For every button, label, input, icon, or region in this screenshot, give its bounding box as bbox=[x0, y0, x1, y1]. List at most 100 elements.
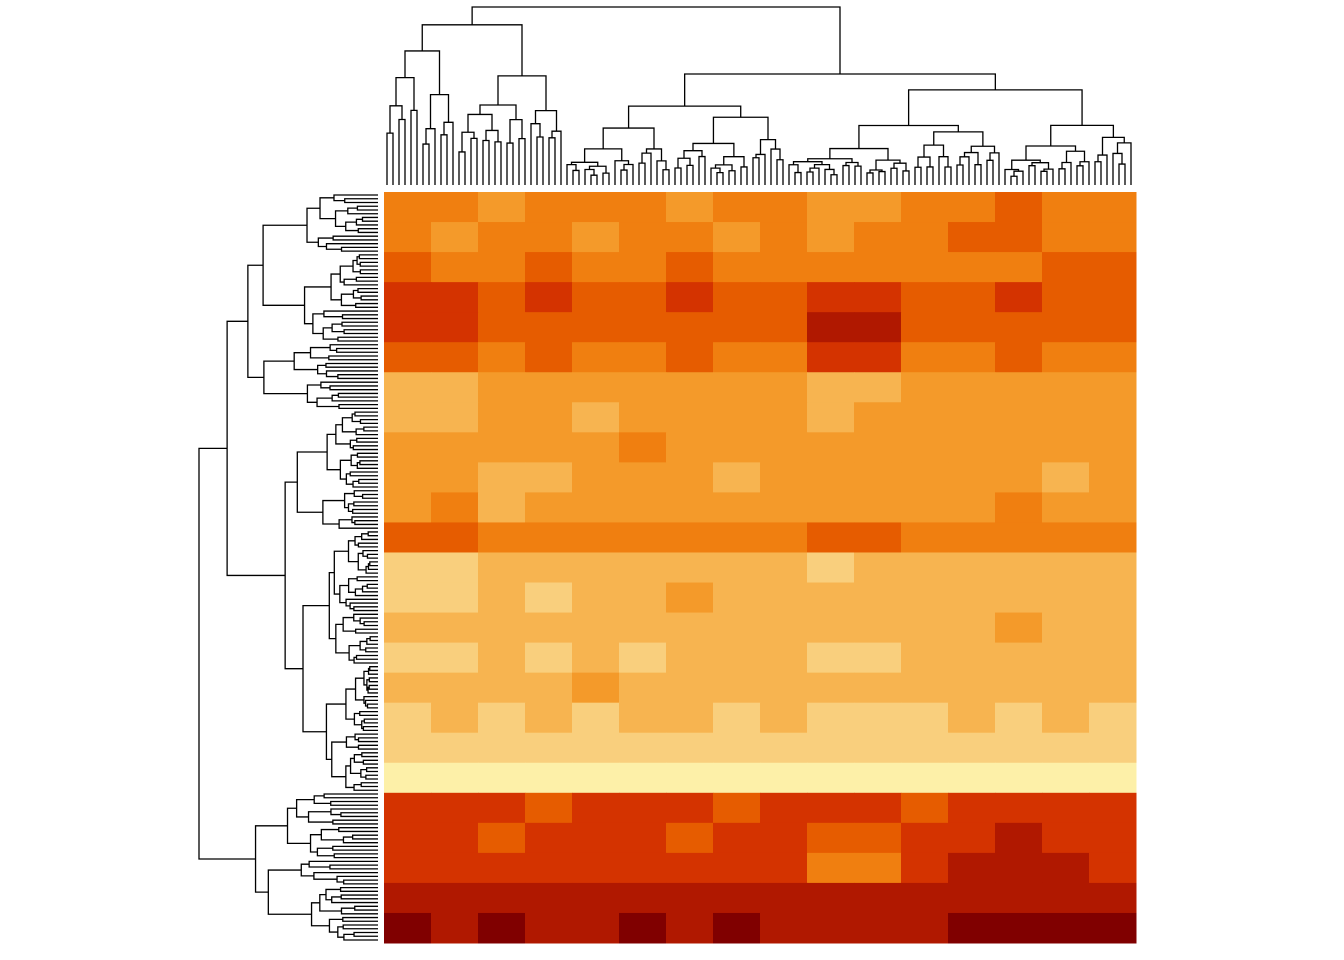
heatmap-cell bbox=[713, 522, 761, 553]
heatmap-cell bbox=[384, 342, 432, 373]
heatmap-cell bbox=[431, 342, 479, 373]
heatmap-cell bbox=[995, 522, 1043, 553]
heatmap-cell bbox=[478, 522, 526, 553]
dendrogram-branch bbox=[325, 888, 341, 901]
heatmap-cell bbox=[995, 822, 1043, 854]
dendrogram-branch bbox=[355, 276, 378, 282]
heatmap-cell bbox=[431, 552, 479, 584]
dendrogram-branch bbox=[1076, 165, 1084, 185]
heatmap-cell bbox=[572, 792, 620, 824]
dendrogram-branch bbox=[917, 156, 931, 168]
heatmap-cell bbox=[619, 702, 667, 734]
heatmap-cell bbox=[854, 582, 902, 614]
dendrogram-branch bbox=[824, 168, 835, 185]
heatmap-cell bbox=[478, 462, 526, 493]
heatmap-cell bbox=[713, 342, 761, 373]
heatmap-cell bbox=[854, 222, 902, 253]
dendrogram-branch bbox=[335, 424, 351, 445]
heatmap-cell bbox=[948, 192, 996, 223]
heatmap-cell bbox=[854, 252, 902, 283]
dendrogram-branch bbox=[335, 347, 378, 353]
dendrogram-branch bbox=[712, 116, 769, 144]
dendrogram-branch bbox=[534, 110, 558, 132]
dendrogram-branch bbox=[323, 310, 378, 318]
heatmap-cell bbox=[478, 222, 526, 253]
heatmap-cell bbox=[1042, 882, 1090, 914]
heatmap-cell bbox=[948, 852, 996, 884]
heatmap-cell bbox=[525, 912, 573, 944]
dendrogram-branch bbox=[366, 583, 378, 589]
dendrogram-branch bbox=[342, 616, 356, 632]
heatmap-cell bbox=[478, 792, 526, 824]
dendrogram-branch bbox=[1116, 142, 1132, 185]
heatmap-cell bbox=[995, 672, 1043, 704]
dendrogram-branch bbox=[530, 123, 541, 185]
heatmap-cell bbox=[525, 432, 573, 463]
heatmap-cell bbox=[901, 402, 949, 433]
heatmap-cell bbox=[1089, 432, 1137, 463]
dendrogram-branch bbox=[458, 151, 466, 185]
heatmap-cell bbox=[572, 462, 620, 493]
heatmap-cell bbox=[901, 372, 949, 403]
heatmap-cell bbox=[760, 672, 808, 704]
dendrogram-branch bbox=[470, 137, 478, 185]
heatmap-cell bbox=[619, 402, 667, 433]
dendrogram-branch bbox=[339, 584, 349, 604]
heatmap-cell bbox=[807, 282, 855, 313]
heatmap-cell bbox=[760, 252, 808, 283]
heatmap-cell bbox=[760, 732, 808, 764]
heatmap-cell bbox=[901, 672, 949, 704]
heatmap-cell bbox=[854, 372, 902, 403]
dendrogram-branch bbox=[404, 50, 441, 95]
heatmap-cell bbox=[525, 612, 573, 644]
dendrogram-branch bbox=[1079, 161, 1090, 185]
heatmap-cell bbox=[1089, 912, 1137, 944]
heatmap-cell bbox=[1042, 612, 1090, 644]
heatmap-cell bbox=[948, 702, 996, 734]
heatmap-cell bbox=[572, 402, 620, 433]
heatmap-cell bbox=[525, 882, 573, 914]
dendrogram-branch bbox=[343, 933, 378, 941]
heatmap-cell bbox=[478, 372, 526, 403]
heatmap-cell bbox=[525, 282, 573, 313]
dendrogram-branch bbox=[342, 924, 378, 930]
heatmap-cell bbox=[431, 882, 479, 914]
heatmap-cell bbox=[901, 882, 949, 914]
heatmap-cell bbox=[995, 402, 1043, 433]
heatmap-cell bbox=[807, 792, 855, 824]
heatmap-cell bbox=[1042, 792, 1090, 824]
dendrogram-branch bbox=[536, 136, 544, 185]
heatmap-cell bbox=[1042, 732, 1090, 764]
heatmap-cell bbox=[995, 732, 1043, 764]
dendrogram-branch bbox=[322, 499, 345, 525]
heatmap-cell bbox=[854, 672, 902, 704]
heatmap-cell bbox=[431, 732, 479, 764]
heatmap-cell bbox=[948, 642, 996, 674]
heatmap-cell bbox=[995, 252, 1043, 283]
heatmap-cell bbox=[478, 672, 526, 704]
dendrogram-branch bbox=[429, 93, 450, 129]
dendrogram-branch bbox=[813, 163, 831, 170]
heatmap-cell bbox=[478, 282, 526, 313]
heatmap-cell bbox=[666, 792, 714, 824]
heatmap-cell bbox=[666, 522, 714, 553]
dendrogram-branch bbox=[974, 164, 982, 185]
dendrogram-branch bbox=[355, 302, 378, 308]
dendrogram-branch bbox=[570, 161, 599, 167]
heatmap-cell bbox=[525, 732, 573, 764]
dendrogram-branch bbox=[352, 480, 378, 488]
dendrogram-branch bbox=[331, 394, 378, 402]
dendrogram-branch bbox=[338, 403, 378, 410]
heatmap-cell bbox=[995, 222, 1043, 253]
dendrogram-branch bbox=[356, 256, 361, 265]
heatmap-cell bbox=[572, 642, 620, 674]
heatmap-cell bbox=[713, 582, 761, 614]
heatmap-cell bbox=[619, 372, 667, 403]
heatmap-cell bbox=[619, 312, 667, 343]
heatmap-cell bbox=[572, 312, 620, 343]
heatmap-cell bbox=[901, 462, 949, 493]
heatmap-cell bbox=[995, 582, 1043, 614]
dendrogram-branch bbox=[352, 834, 378, 840]
heatmap-cell bbox=[807, 612, 855, 644]
dendrogram-branch bbox=[354, 677, 364, 701]
